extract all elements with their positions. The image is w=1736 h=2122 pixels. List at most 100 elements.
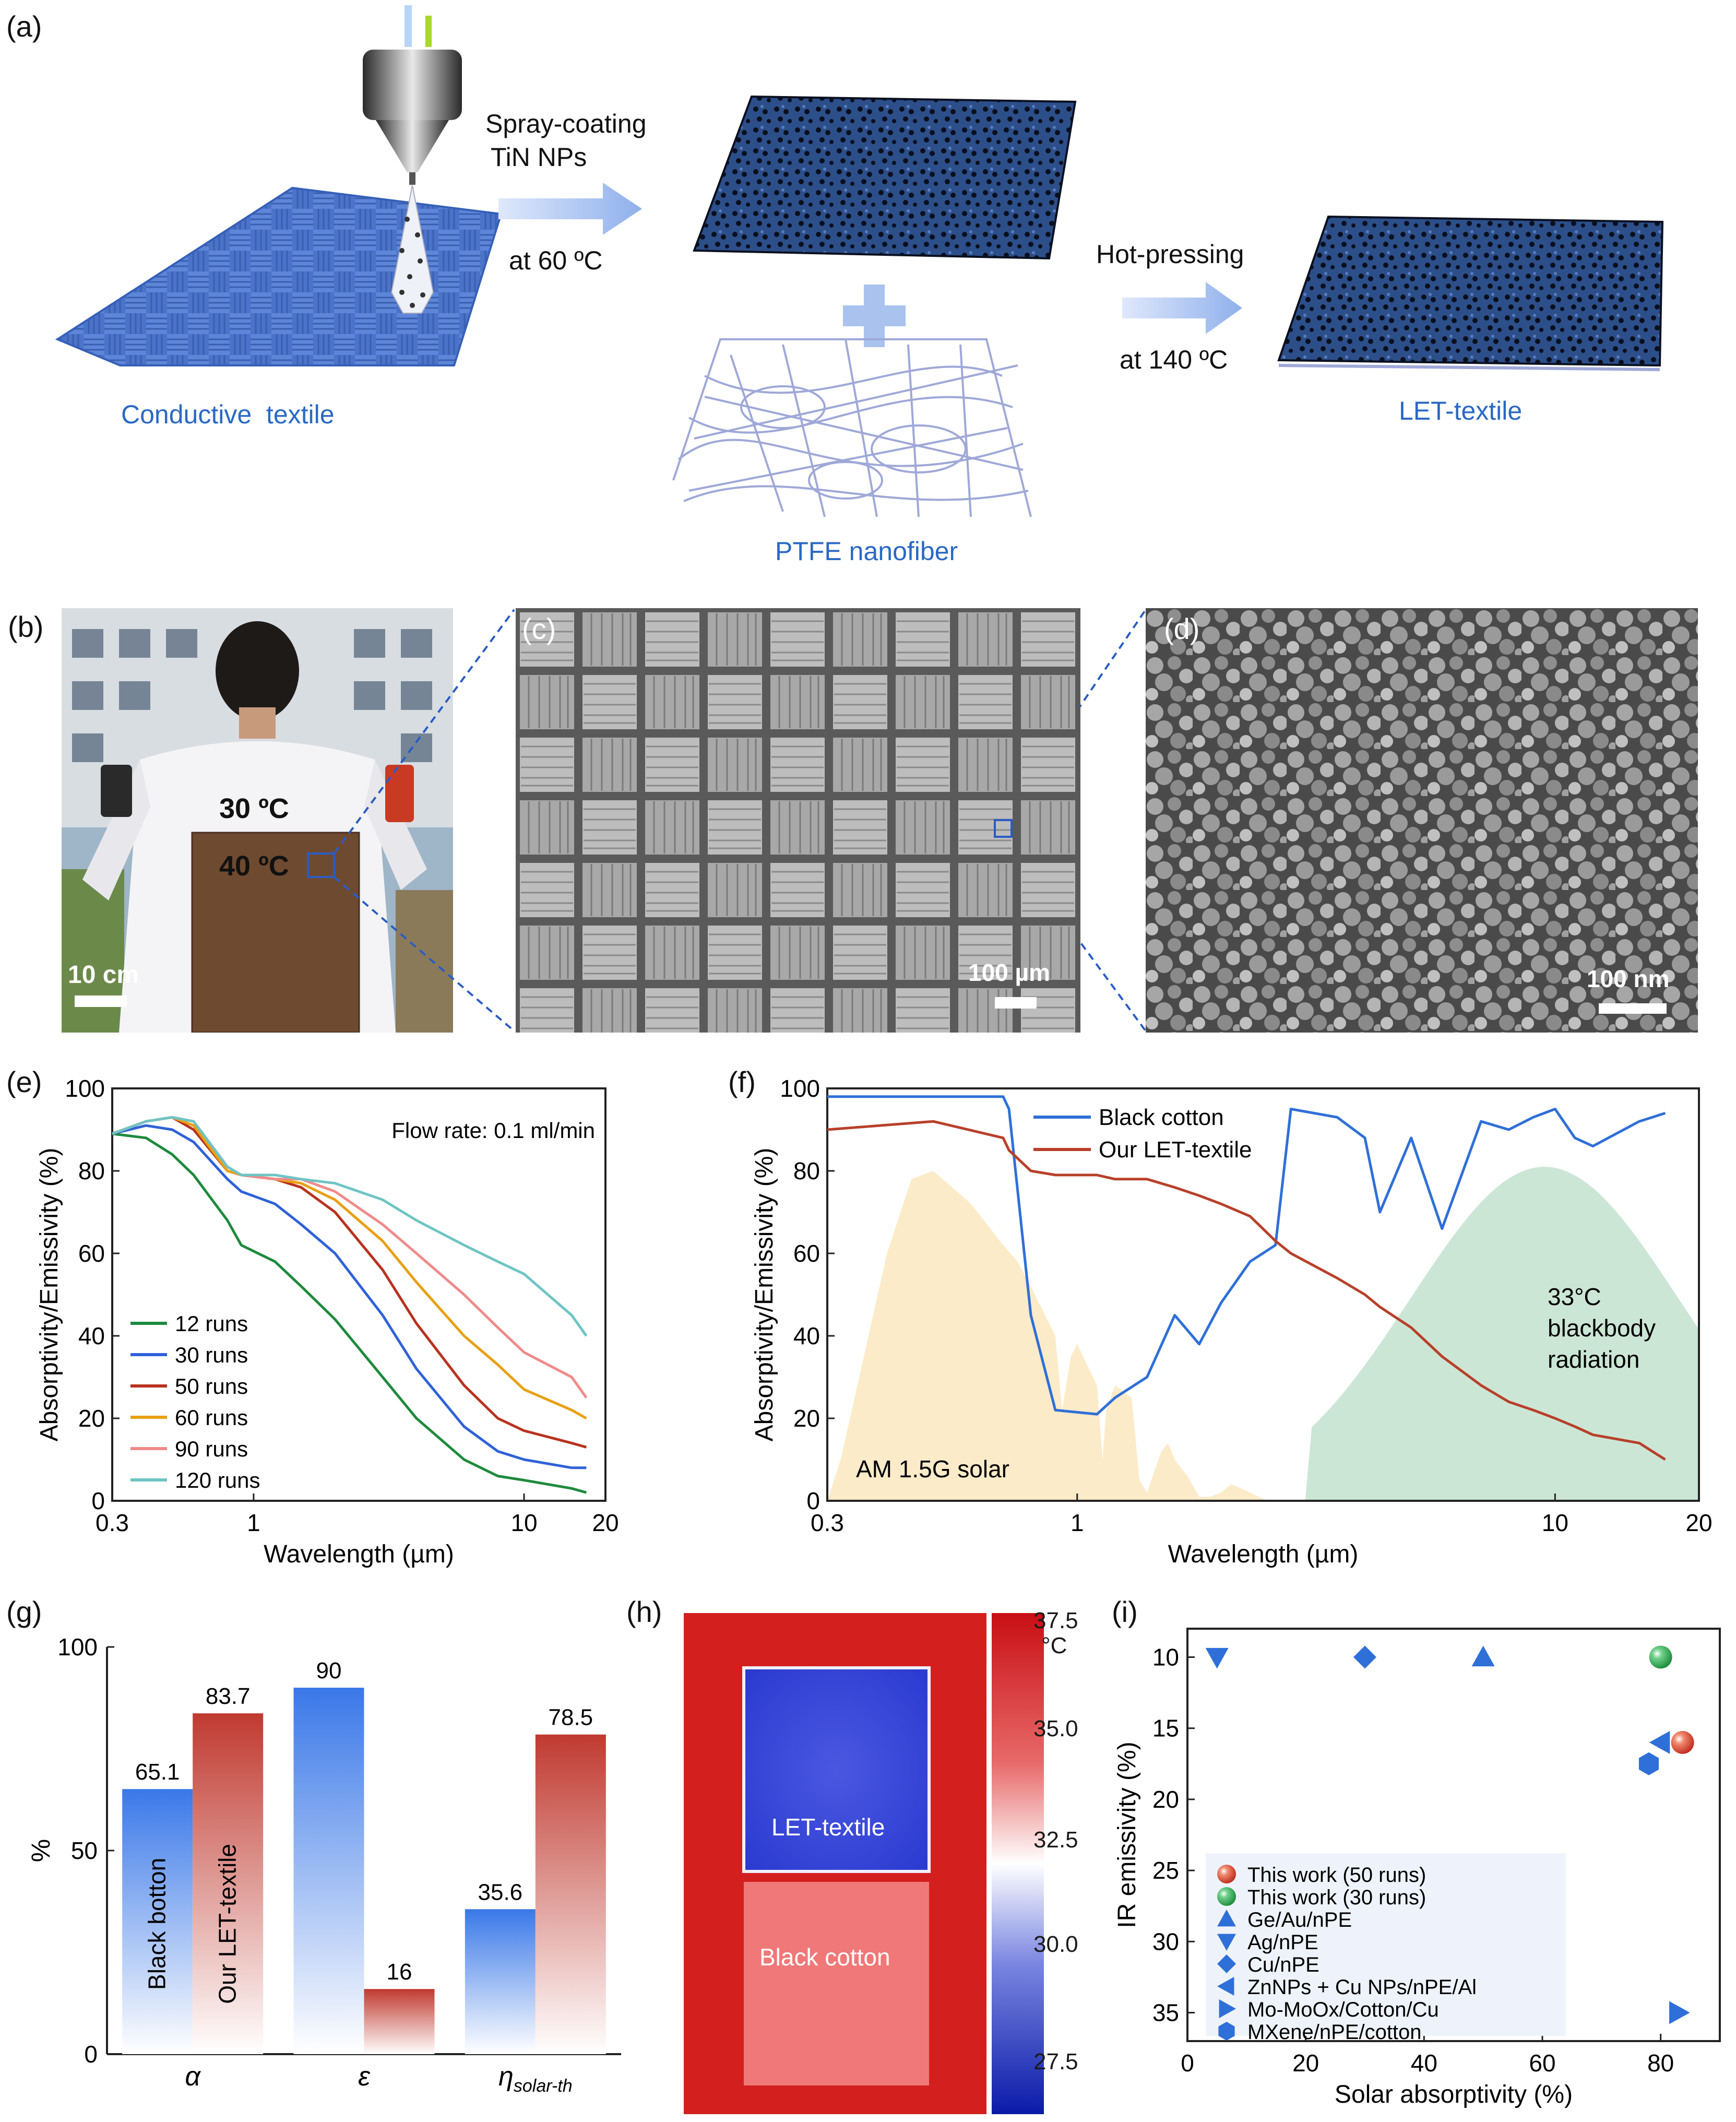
series-line-120-runs <box>112 1116 588 1337</box>
bar-our-let-textile <box>193 1713 264 2054</box>
bar-value-label: 78.5 <box>549 1705 593 1730</box>
scale-bar-b <box>75 995 127 1007</box>
y-tick-label: 0 <box>91 1487 105 1514</box>
arrow-hotpress <box>1122 282 1242 334</box>
series-label-in-bar: Our LET-textile <box>214 1844 241 2004</box>
scale-label-d: 100 nm <box>1587 965 1670 992</box>
panel-label-e: (e) <box>6 1065 42 1098</box>
temp-patch-label: 40 ºC <box>219 850 289 882</box>
bar-black-botton <box>465 1909 536 2054</box>
marker-hexagon <box>1638 1752 1659 1775</box>
label-spray-coating: Spray-coating <box>485 109 647 138</box>
plot-frame <box>1186 1628 1721 2042</box>
marker-hexagon <box>1218 2022 1235 2041</box>
y-tick-label: 50 <box>71 1837 98 1864</box>
ptfe-nanofiber-mesh <box>672 338 1032 517</box>
legend-label: Ag/nPE <box>1247 1931 1318 1954</box>
thermal-image <box>684 1613 1044 2114</box>
label-hot-pressing: Hot-pressing <box>1096 240 1244 269</box>
temp-top-label: 30 ºC <box>219 793 289 824</box>
panel-label-h: (h) <box>626 1595 662 1628</box>
label-at-140: at 140 ºC <box>1120 345 1228 374</box>
chart-i: 10 15 20 25 30 350 20 40 60 80 Solar absorptivity … <box>1113 1628 1721 2108</box>
y-axis-title: Absorptivity/Emissivity (%) <box>751 1148 778 1442</box>
y-tick-label: 30 <box>1152 1928 1179 1955</box>
y-tick-label: 60 <box>793 1240 820 1267</box>
series-line-our-let-textile <box>827 1120 1666 1461</box>
panel-label-c: (c) <box>522 612 556 645</box>
x-category-label: ηsolar-th <box>498 2061 573 2096</box>
panel-label-i: (i) <box>1112 1595 1138 1628</box>
x-axis-title: Wavelength (µm) <box>1168 1540 1359 1568</box>
legend-label: This work (50 runs) <box>1247 1864 1426 1887</box>
colorbar-tick-2: 32.5 <box>1033 1827 1078 1853</box>
marker-triangle-right <box>1219 1999 1236 2018</box>
legend-label: 60 runs <box>175 1405 248 1430</box>
bar-black-botton <box>293 1688 364 2054</box>
thermal-label-let: LET-textile <box>771 1813 885 1841</box>
y-tick-label: 0 <box>84 2041 98 2068</box>
colorbar-tick-1: 35.0 <box>1033 1716 1078 1741</box>
y-tick-label: 100 <box>780 1075 820 1102</box>
y-tick-label: 100 <box>65 1075 105 1102</box>
legend-box <box>1206 1853 1566 2036</box>
caption-let-textile: LET-textile <box>1399 396 1523 425</box>
x-tick-label: 10 <box>510 1509 537 1536</box>
y-axis-title: IR emissivity (%) <box>1113 1741 1141 1928</box>
marker-sphere-green <box>1649 1645 1672 1669</box>
y-tick-label: 40 <box>793 1322 820 1349</box>
series-line-60-runs <box>112 1116 587 1420</box>
x-axis-title: Solar absorptivity (%) <box>1335 2081 1573 2108</box>
panel-label-f: (f) <box>728 1065 756 1098</box>
panel-label-d: (d) <box>1164 612 1200 645</box>
black-cotton-region <box>744 1882 929 2085</box>
y-tick-label: 0 <box>806 1487 820 1514</box>
solar-label: AM 1.5G solar <box>856 1455 1009 1483</box>
colorbar-unit: °C <box>1041 1633 1067 1658</box>
legend-label: ZnNPs + Cu NPs/nPE/Al <box>1247 1976 1477 1999</box>
plus-icon <box>843 284 906 347</box>
y-tick-label: 40 <box>78 1322 105 1349</box>
marker-triangle-right <box>1669 2001 1690 2024</box>
x-tick-label: 1 <box>1071 1509 1084 1536</box>
y-tick-label: 35 <box>1152 1999 1179 2026</box>
bar-black-botton <box>122 1789 193 2054</box>
x-tick-label: 0.3 <box>811 1509 844 1536</box>
spray-nozzle-icon <box>363 5 462 314</box>
label-tin-nps: TiN NPs <box>491 143 587 172</box>
marker-triangle-up <box>1471 1645 1495 1667</box>
legend-label: 90 runs <box>175 1437 248 1461</box>
x-tick-label: 10 <box>1542 1509 1568 1536</box>
coated-textile-sheet <box>693 95 1077 260</box>
panel-label-a: (a) <box>6 10 42 43</box>
bar-value-label: 65.1 <box>135 1759 180 1785</box>
legend-label: 50 runs <box>175 1374 248 1398</box>
wearer-photo <box>62 608 453 1033</box>
y-tick-label: 100 <box>57 1633 98 1661</box>
y-tick-label: 60 <box>78 1240 105 1267</box>
colorbar-tick-4: 27.5 <box>1033 2049 1078 2074</box>
y-tick-label: 15 <box>1152 1715 1179 1742</box>
y-tick-label: 20 <box>78 1405 105 1432</box>
scale-bar-d <box>1599 1003 1667 1014</box>
colorbar-tick-0: 37.5 <box>1033 1608 1078 1633</box>
blackbody-label-line: blackbody <box>1548 1314 1656 1342</box>
marker-triangle-up <box>1217 1910 1236 1927</box>
y-tick-label: 80 <box>78 1157 105 1184</box>
series-line-12-runs <box>112 1132 587 1494</box>
y-tick-label: 10 <box>1152 1643 1179 1670</box>
marker-triangle-down <box>1217 1934 1236 1951</box>
blackbody-area <box>1305 1167 1699 1501</box>
x-axis-title: Wavelength (µm) <box>264 1540 454 1568</box>
conductive-textile-sheet <box>55 186 503 366</box>
label-at-60: at 60 ºC <box>509 246 603 275</box>
scale-label-c: 100 µm <box>968 959 1050 986</box>
bar-value-label: 90 <box>316 1658 342 1684</box>
arrow-spray <box>498 183 642 235</box>
bar-value-label: 35.6 <box>478 1879 523 1905</box>
series-line-30-runs <box>112 1124 587 1469</box>
caption-conductive-textile: Conductive textile <box>121 400 335 429</box>
colorbar-tick-3: 30.0 <box>1033 1931 1078 1957</box>
blackbody-label-line: 33°C <box>1548 1283 1601 1310</box>
marker-diamond <box>1217 1954 1236 1973</box>
